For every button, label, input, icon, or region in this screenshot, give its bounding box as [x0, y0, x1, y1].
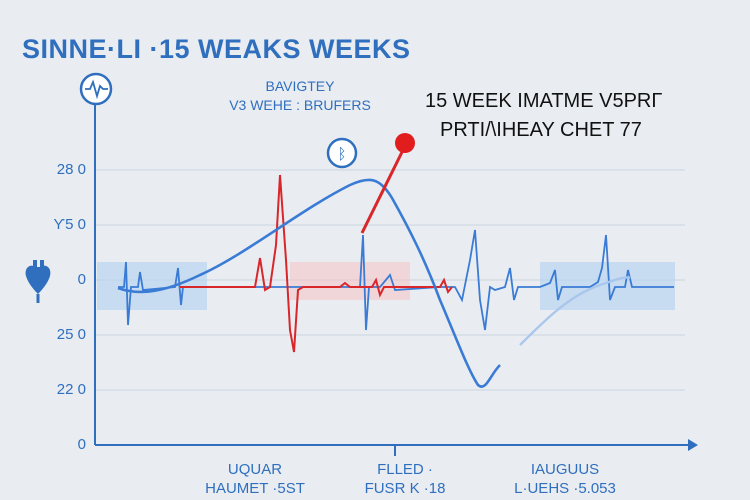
heart-icon — [25, 260, 51, 303]
x-axis-arrow — [688, 439, 698, 451]
x-label-1-line-1: UQUAR — [227, 461, 283, 478]
red-pointer-dot — [395, 133, 415, 153]
x-label-2-line-2: FUSR K ·18 — [364, 480, 446, 497]
red-pointer-line — [360, 145, 407, 234]
x-label-2: FLLED · FUSR K ·18 — [335, 460, 475, 498]
trend-tail — [519, 276, 631, 346]
annotation-line-2: PRTI/\IHEAY CHET 77 — [440, 119, 642, 141]
badge-glyph: ᛒ — [337, 146, 346, 163]
x-label-2-line-1: FLLED · — [377, 461, 433, 478]
x-label-3-line-2: L·UEHS ·5.053 — [514, 480, 616, 497]
info-badge-icon: ᛒ — [326, 137, 358, 169]
y-tick-label: 28 0 — [56, 161, 86, 178]
ecg-red-trace — [180, 174, 453, 353]
y-tick-label: 25 0 — [56, 326, 86, 343]
y-tick-label: Ƴ5 0 — [53, 216, 86, 233]
chart-title: SINNE·LI ·15 WEAKS WEEKS — [22, 34, 411, 64]
y-tick-label: 0 — [77, 436, 86, 453]
x-label-3: IAUGUUS L·UEHS ·5.053 — [495, 460, 635, 498]
heartbeat-circle-icon — [79, 72, 113, 106]
y-tick-label: 22 0 — [56, 381, 86, 398]
y-tick-label: 0 — [77, 271, 86, 288]
x-label-1-line-2: HAUMET ·5ST — [205, 480, 305, 497]
trend-curve — [117, 178, 501, 388]
subtitle-line-1: BAVIGTEY — [265, 78, 335, 94]
band-center — [290, 262, 410, 300]
x-label-3-line-1: IAUGUUS — [530, 461, 600, 478]
annotation-line-1: 15 WEEK IMATME V5PRΓ — [425, 90, 663, 112]
x-label-1: UQUAR HAUMET ·5ST — [185, 460, 325, 498]
subtitle-line-2: V3 WEHE : BRUFERS — [229, 97, 371, 113]
